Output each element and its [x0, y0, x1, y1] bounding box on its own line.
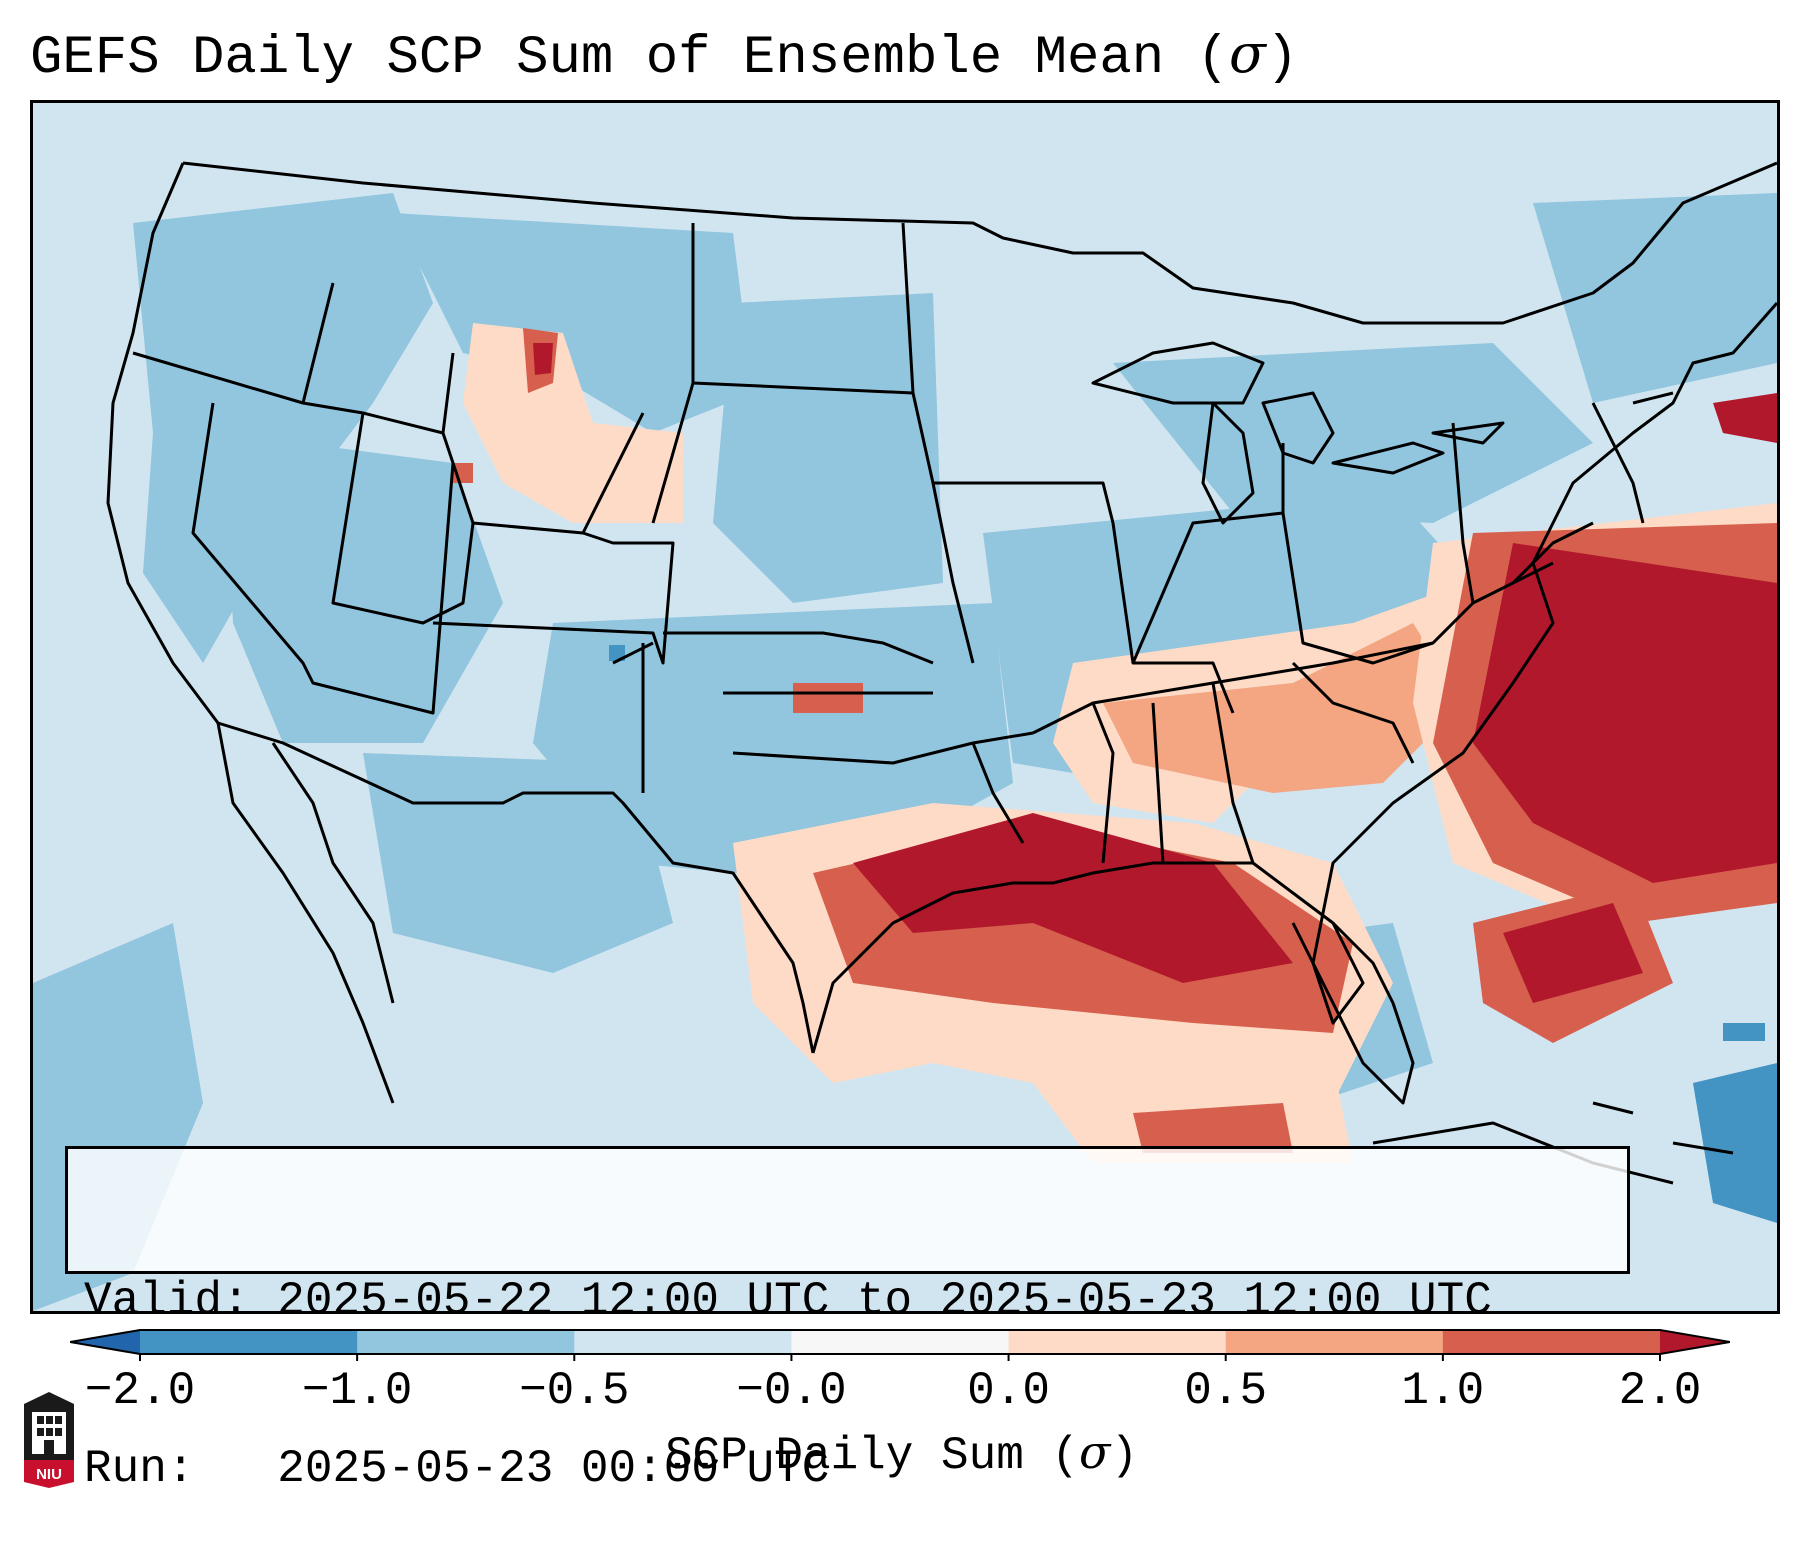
chart-title: GEFS Daily SCP Sum of Ensemble Mean (σ) — [30, 22, 1299, 89]
field-region-caribbean — [1693, 1063, 1777, 1223]
colorbar-label: SCP Daily Sum (σ) — [664, 1425, 1139, 1482]
colorbar-bin-6 — [1225, 1330, 1444, 1354]
colorbar-bin-2 — [357, 1330, 575, 1354]
colorbar-bin-1 — [140, 1330, 358, 1354]
field-cell-colorado — [609, 645, 625, 661]
atlantic-coastline — [1311, 302, 1777, 964]
colorbar-bin-3 — [574, 1330, 792, 1354]
field-region-wyoming-core-2 — [533, 343, 553, 375]
colorbar-tick-label: 1.0 — [1401, 1365, 1485, 1417]
florida-outline — [1311, 921, 1415, 1105]
colorbar-bin-5 — [1008, 1330, 1227, 1354]
field-region-gulf-core — [853, 813, 1293, 983]
colorbar-extend-high — [1660, 1330, 1730, 1354]
field-region-plains-north — [713, 293, 943, 603]
colorbar-bin-7 — [1442, 1330, 1661, 1354]
niu-logo-icon: NIU — [24, 1392, 74, 1488]
field-region-great-lakes — [1113, 343, 1593, 523]
colorbar-tick-label: −2.0 — [84, 1365, 196, 1417]
state-lines-south — [971, 641, 1434, 864]
field-region-oklahoma-spot — [793, 683, 863, 713]
field-region-wyoming-high — [463, 323, 683, 523]
run-line: Run: 2025-05-23 00:00 UTC — [84, 1443, 830, 1495]
political-boundaries — [106, 161, 1777, 1185]
field-region-canada-east — [1533, 193, 1777, 403]
field-region-northwest — [133, 193, 433, 663]
gulf-coastline — [811, 861, 1365, 1054]
colorbar-bin-4 — [791, 1330, 1010, 1354]
field-cell-bahamas — [1723, 1023, 1765, 1041]
caribbean-islands — [1372, 1101, 1734, 1185]
pacific-coastline — [106, 162, 395, 1104]
colorbar-tick-label: −0.5 — [519, 1365, 630, 1417]
colorbar-tick-label: −1.0 — [301, 1365, 413, 1417]
valid-line: Valid: 2025-05-22 12:00 UTC to 2025-05-2… — [84, 1275, 1492, 1327]
field-region-florida-core — [1503, 903, 1643, 1003]
scp-anomaly-map — [33, 103, 1777, 1311]
field-region-northeast-core — [1713, 393, 1777, 443]
great-lakes-outline — [1091, 341, 1505, 525]
colorbar-tick-label: 2.0 — [1618, 1365, 1702, 1417]
colorbar — [70, 1329, 1730, 1361]
colorbar-tick-label: 0.5 — [1184, 1365, 1268, 1417]
us-canada-border — [182, 161, 1777, 325]
state-lines-east — [1472, 391, 1674, 605]
field-region-southeast-mid — [1103, 623, 1463, 793]
field-region-montana — [393, 213, 753, 433]
map-panel — [30, 100, 1780, 1314]
field-region-cuba-core — [1133, 1103, 1293, 1153]
colorbar-tick-label: 0.0 — [967, 1365, 1050, 1417]
baja-coastline — [271, 742, 395, 1004]
valid-run-info-box: Valid: 2025-05-22 12:00 UTC to 2025-05-2… — [65, 1146, 1630, 1495]
logo-text: NIU — [36, 1466, 62, 1483]
state-lines-west — [132, 282, 675, 715]
scp-field — [33, 193, 1777, 1311]
field-region-great-basin — [223, 433, 503, 743]
us-mexico-border — [217, 721, 815, 1054]
field-region-southwest — [363, 753, 673, 973]
colorbar-tick-label: −0.0 — [736, 1365, 847, 1417]
colorbar-extend-low — [70, 1330, 140, 1354]
state-lines-midwest — [901, 222, 1475, 714]
